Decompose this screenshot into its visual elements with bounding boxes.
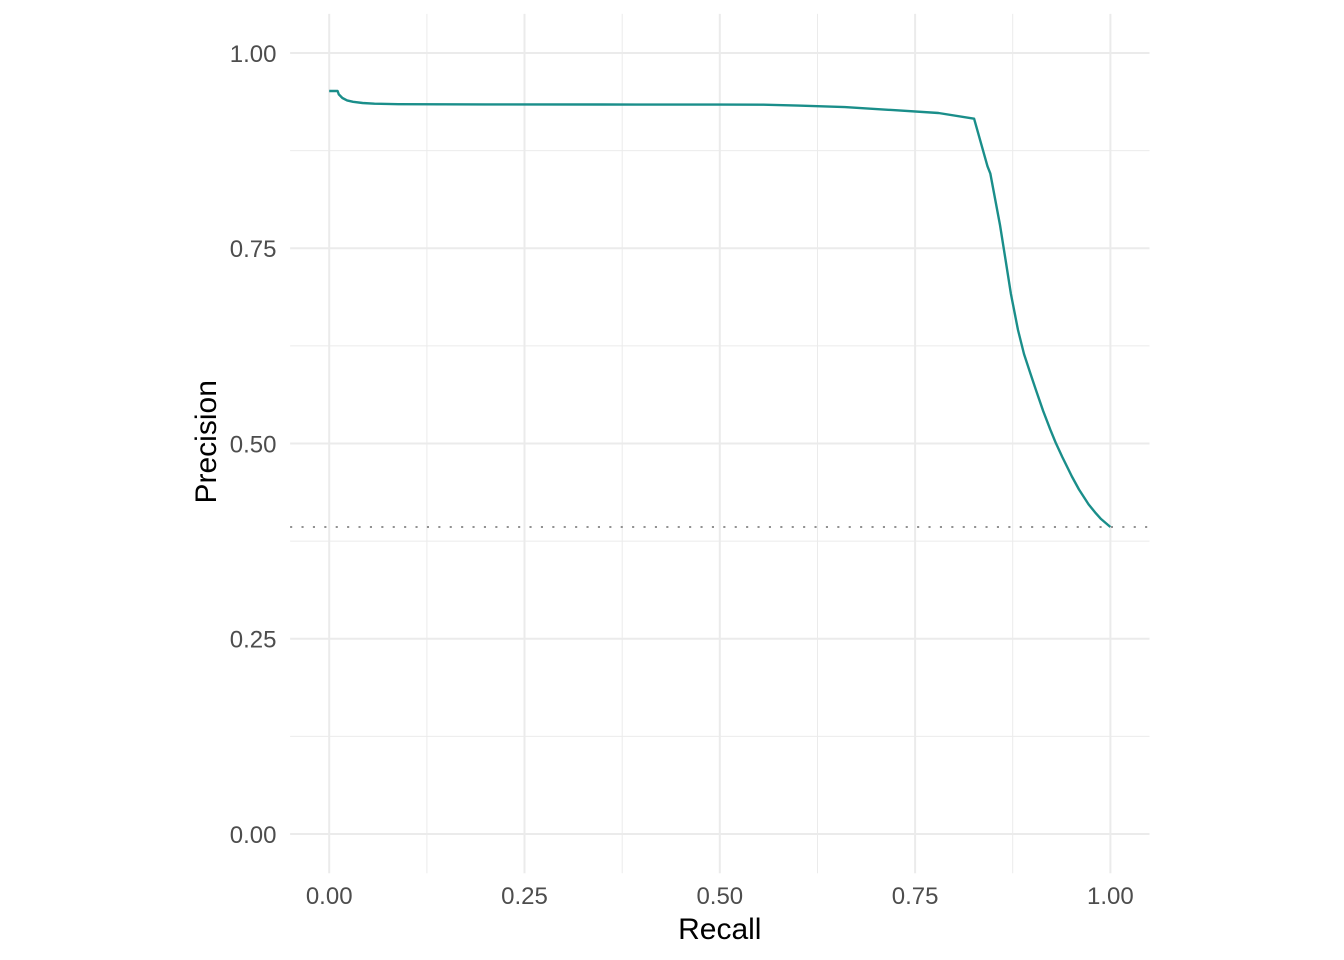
svg-text:0.75: 0.75 xyxy=(230,236,277,263)
svg-text:Recall: Recall xyxy=(678,913,761,946)
svg-text:0.25: 0.25 xyxy=(501,883,548,910)
svg-text:0.50: 0.50 xyxy=(696,883,743,910)
svg-text:0.75: 0.75 xyxy=(892,883,939,910)
svg-text:0.25: 0.25 xyxy=(230,627,277,654)
svg-text:0.00: 0.00 xyxy=(306,883,353,910)
svg-text:0.00: 0.00 xyxy=(230,822,277,849)
svg-text:Precision: Precision xyxy=(190,380,223,503)
svg-text:0.50: 0.50 xyxy=(230,431,277,458)
svg-text:1.00: 1.00 xyxy=(230,41,277,68)
svg-text:1.00: 1.00 xyxy=(1087,883,1134,910)
